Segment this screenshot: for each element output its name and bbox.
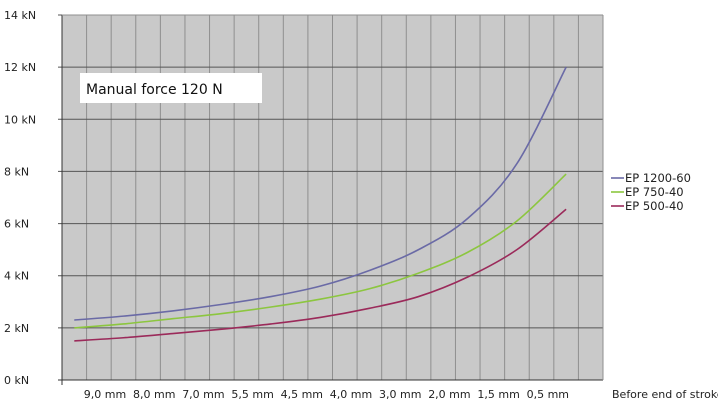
y-tick-label: 14 kN: [4, 9, 36, 22]
axes: [58, 14, 604, 385]
y-tick-label: 4 kN: [4, 270, 29, 283]
vertical-gridlines: [86, 15, 579, 380]
x-tick-label: 7,0 mm: [182, 388, 224, 401]
x-tick-label: 8,0 mm: [133, 388, 175, 401]
y-tick-label: 0 kN: [4, 374, 29, 387]
x-tick-label: 4,5 mm: [281, 388, 323, 401]
series-line: [74, 208, 567, 342]
series-line: [74, 173, 567, 329]
y-tick-label: 2 kN: [4, 322, 29, 335]
annotation-text: Manual force 120 N: [86, 82, 223, 98]
y-tick-label: 8 kN: [4, 165, 29, 178]
x-tick-label: 2,0 mm: [428, 388, 470, 401]
series-line: [74, 66, 567, 321]
x-tick-label: 3,0 mm: [379, 388, 421, 401]
x-tick-label: 4,0 mm: [330, 388, 372, 401]
x-tick-label: 9,0 mm: [84, 388, 126, 401]
legend-label: EP 1200-60: [625, 171, 691, 185]
y-tick-label: 10 kN: [4, 113, 36, 126]
y-tick-label: 6 kN: [4, 218, 29, 231]
annotation: Manual force 120 N: [80, 73, 262, 103]
x-tick-labels: 9,0 mm 8,0 mm 7,0 mm 5,5 mm 4,5 mm 4,0 mm 3,0 …: [84, 388, 569, 401]
x-tick-label: 5,5 mm: [231, 388, 273, 401]
x-tick-label: 0,5 mm: [527, 388, 569, 401]
legend-label: EP 750-40: [625, 185, 684, 199]
x-tick-label: 1,5 mm: [477, 388, 519, 401]
y-tick-labels: 0 kN 2 kN 4 kN 6 kN 8 kN 10 kN 12 kN 14 kN: [4, 9, 36, 387]
series-lines: [74, 66, 567, 342]
annotation-box: [80, 73, 262, 103]
x-axis-title: Before end of stroke: [612, 388, 718, 401]
legend-label: EP 500-40: [625, 199, 684, 213]
y-tick-label: 12 kN: [4, 61, 36, 74]
